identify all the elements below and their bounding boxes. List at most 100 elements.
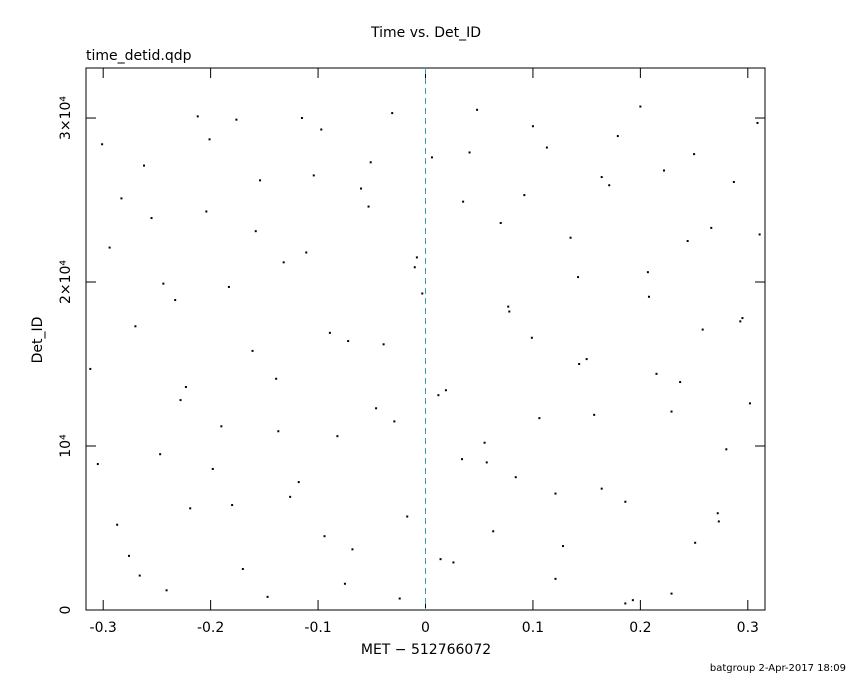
point — [748, 402, 751, 405]
point — [367, 205, 370, 208]
point — [241, 568, 244, 571]
point — [679, 381, 682, 384]
point — [616, 135, 619, 138]
x-tick-label: 0.3 — [737, 620, 759, 636]
point — [208, 138, 211, 141]
point — [323, 535, 326, 538]
point — [189, 507, 192, 510]
point — [461, 458, 464, 461]
x-tick-label: -0.2 — [197, 620, 224, 636]
point — [120, 197, 123, 200]
point — [328, 331, 331, 334]
point — [523, 194, 526, 197]
point — [351, 548, 354, 551]
point — [220, 425, 223, 428]
point — [639, 105, 642, 108]
point — [116, 523, 119, 526]
point — [211, 467, 214, 470]
point — [514, 476, 517, 479]
chart-subtitle: time_detid.qdp — [86, 48, 192, 64]
point — [725, 448, 728, 451]
point — [499, 221, 502, 224]
point — [150, 217, 153, 220]
point — [554, 492, 557, 495]
point — [439, 558, 442, 561]
point — [732, 180, 735, 183]
point — [758, 233, 761, 236]
point — [554, 577, 557, 580]
point — [600, 487, 603, 490]
point — [593, 413, 596, 416]
point — [174, 299, 177, 302]
point — [382, 343, 385, 346]
point — [531, 125, 534, 128]
point — [670, 410, 673, 413]
point — [701, 328, 704, 331]
chart-title: Time vs. Det_ID — [370, 25, 481, 41]
point — [259, 179, 262, 182]
point — [545, 146, 548, 149]
point — [647, 295, 650, 298]
point — [694, 541, 697, 544]
point — [646, 271, 649, 274]
point — [624, 602, 627, 605]
point — [585, 358, 588, 361]
point — [693, 153, 696, 156]
point — [196, 115, 199, 118]
point — [538, 417, 541, 420]
point — [507, 305, 510, 308]
point — [756, 121, 759, 124]
point — [336, 435, 339, 438]
point — [608, 184, 611, 187]
point — [89, 367, 92, 370]
point — [600, 176, 603, 179]
point — [162, 282, 165, 285]
x-axis-label: MET − 512766072 — [361, 642, 491, 658]
point — [227, 285, 230, 288]
point — [231, 504, 234, 507]
point — [663, 169, 666, 172]
point — [159, 453, 162, 456]
point — [108, 246, 111, 249]
footer: batgroup 2-Apr-2017 18:09 — [710, 663, 846, 674]
point — [297, 481, 300, 484]
y-tick-label: 3×10⁴ — [58, 96, 74, 140]
point — [312, 174, 315, 177]
point — [138, 574, 141, 577]
point — [320, 128, 323, 131]
point — [686, 240, 689, 243]
point — [716, 512, 719, 515]
point — [369, 161, 372, 164]
point — [415, 256, 418, 259]
point — [741, 317, 744, 320]
point — [437, 394, 440, 397]
point — [305, 251, 308, 254]
point — [739, 320, 742, 323]
point — [282, 261, 285, 264]
point — [508, 310, 511, 313]
point — [375, 407, 378, 410]
point — [492, 530, 495, 533]
point — [476, 108, 479, 111]
point — [96, 463, 99, 466]
point — [530, 336, 533, 339]
point — [710, 226, 713, 229]
point — [655, 372, 658, 375]
point — [483, 441, 486, 444]
point — [165, 589, 168, 592]
point — [452, 561, 455, 564]
point — [143, 164, 146, 167]
point — [578, 363, 581, 366]
point — [184, 385, 187, 388]
point — [101, 143, 104, 146]
point — [254, 230, 257, 233]
point — [468, 151, 471, 154]
point — [127, 554, 130, 557]
point — [266, 595, 269, 598]
point — [343, 582, 346, 585]
point — [485, 461, 488, 464]
y-axis-label: Det_ID — [30, 317, 46, 364]
point — [569, 236, 572, 239]
point — [430, 156, 433, 159]
point — [289, 495, 292, 498]
